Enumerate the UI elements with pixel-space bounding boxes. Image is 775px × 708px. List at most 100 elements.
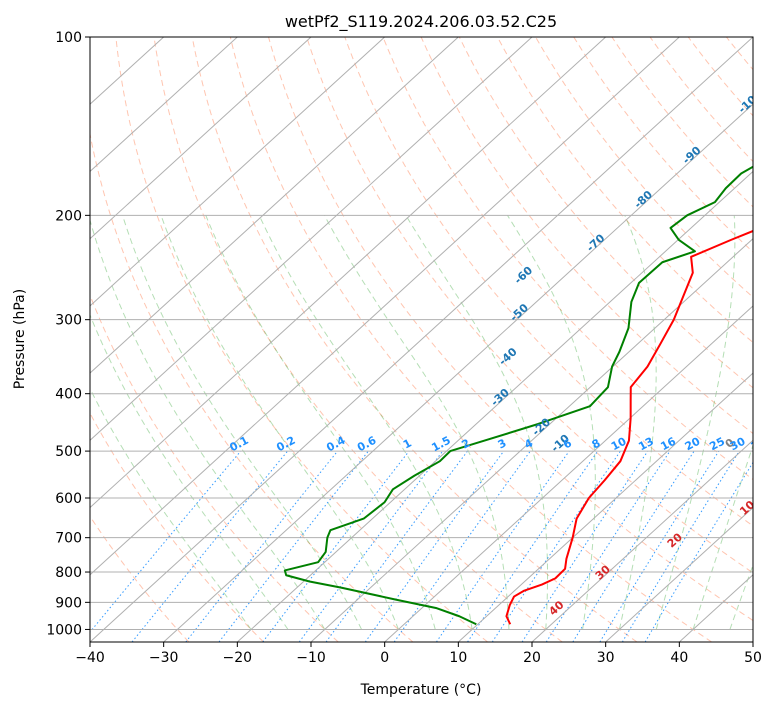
y-tick-label: 500 (55, 444, 82, 460)
isotherm-line (605, 506, 753, 642)
dry-adiabat-line (90, 131, 414, 642)
mixing-ratio-line (436, 450, 570, 642)
dry-adiabat-line (573, 37, 753, 253)
moist-adiabat-line (729, 563, 753, 630)
mixing-ratio-label: 25 (707, 435, 727, 454)
x-tick-label: 40 (670, 650, 688, 666)
mixing-ratio-label: 13 (636, 435, 656, 454)
x-tick-label: 30 (597, 650, 615, 666)
plot-frame (89, 36, 754, 643)
mixing-ratio-line (521, 450, 649, 642)
mixing-ratio-line (262, 450, 410, 642)
dry-adiabat-line (268, 37, 753, 622)
mixing-ratio-label: 3 (496, 436, 509, 451)
isotherm-line (90, 37, 386, 307)
moist-adiabat-line (160, 215, 399, 630)
isotherm-label: -100 (736, 88, 765, 116)
dry-adiabat-line (153, 37, 563, 642)
y-tick-label: 700 (55, 531, 82, 547)
x-tick-label: 50 (744, 650, 762, 666)
x-tick-label: −30 (149, 650, 179, 666)
isotherm-line (163, 103, 753, 642)
moist-adiabat-line (655, 215, 736, 630)
moist-adiabat-line (324, 215, 510, 630)
dry-adiabat-line (420, 37, 753, 435)
y-tick-label: 300 (55, 313, 82, 329)
mixing-ratio-line (325, 450, 468, 642)
isotherm-line (90, 37, 607, 509)
mixing-ratio-line (467, 450, 599, 642)
isotherm-label: -60 (512, 264, 536, 287)
mixing-ratio-line (599, 450, 720, 642)
mixing-ratio-label: 10 (609, 434, 629, 453)
moist-adiabat-line (258, 215, 473, 630)
isotherm-line (384, 305, 753, 642)
mixing-ratio-line (90, 450, 242, 633)
dry-adiabat-line (687, 37, 753, 117)
moist-adiabat-line (692, 443, 753, 630)
y-axis-label: Pressure (hPa) (12, 289, 28, 389)
isotherm-line (90, 37, 753, 642)
isotherm-line (90, 37, 238, 173)
mixing-ratio-label: 36 (749, 435, 769, 454)
dry-adiabat-line (765, 37, 775, 642)
x-tick-label: 10 (449, 650, 467, 666)
isotherm-line (90, 37, 312, 240)
isotherm-line (531, 439, 753, 642)
x-axis-label: Temperature (°C) (360, 682, 482, 698)
isotherm-label: 20 (665, 530, 685, 550)
mixing-ratio-line (131, 450, 288, 642)
isotherm-label: 30 (593, 562, 613, 582)
dry-adiabat-line (649, 37, 753, 163)
y-tick-label: 100 (55, 30, 82, 46)
y-tick-label: 800 (55, 565, 82, 581)
x-tick-label: −20 (223, 650, 253, 666)
dry-adiabat-line (191, 37, 638, 642)
dry-adiabat-line (229, 37, 712, 642)
isotherm-line (236, 170, 753, 642)
dry-adiabat-line (611, 37, 753, 208)
x-tick-label: 0 (380, 650, 389, 666)
isotherm-label: -20 (530, 415, 554, 438)
isotherm-label: -50 (508, 301, 532, 324)
isotherm-line (90, 37, 680, 576)
moist-adiabat-line (767, 215, 775, 629)
y-tick-label: 900 (55, 595, 82, 611)
dewpoint-line (283, 165, 753, 626)
mixing-ratio-label: 20 (683, 434, 703, 453)
isotherm-line (752, 641, 753, 642)
moist-adiabat-line (90, 313, 289, 630)
dry-adiabat-line (535, 37, 753, 298)
isotherm-label: -30 (488, 386, 512, 409)
moist-adiabat-line (90, 218, 326, 630)
isotherm-line (310, 237, 753, 642)
dry-adiabat-line (496, 37, 753, 344)
moist-adiabat-line (122, 215, 363, 630)
isotherm-label: -90 (680, 144, 704, 167)
y-tick-label: 600 (55, 491, 82, 507)
dry-adiabat-line (725, 37, 753, 71)
mixing-ratio-label: 30 (728, 435, 748, 454)
x-tick-label: 20 (523, 650, 541, 666)
isotherm-label: 10 (737, 498, 757, 518)
y-tick-label: 200 (55, 208, 82, 224)
dry-adiabat-line (344, 37, 753, 527)
isotherm-line (90, 37, 533, 442)
x-tick-label: −40 (75, 650, 105, 666)
isotherm-line (457, 372, 753, 642)
dry-adiabat-line (115, 37, 488, 642)
mixing-ratio-line (621, 450, 740, 642)
y-tick-label: 400 (55, 387, 82, 403)
isotherm-label: -40 (496, 345, 520, 368)
dry-adiabat-line (90, 515, 190, 642)
mixing-ratio-line (218, 450, 369, 642)
isotherm-label: 40 (546, 598, 566, 618)
mixing-ratio-line (364, 450, 505, 642)
isotherm-label: -70 (584, 231, 608, 254)
chart-title: wetPf2_S119.2024.206.03.52.C25 (285, 12, 557, 32)
dry-adiabat-line (306, 37, 753, 574)
y-tick-label: 1000 (46, 622, 82, 638)
mixing-ratio-label: 8 (590, 436, 603, 451)
mixing-ratio-label: 16 (658, 435, 678, 454)
mixing-ratio-line (185, 450, 338, 642)
